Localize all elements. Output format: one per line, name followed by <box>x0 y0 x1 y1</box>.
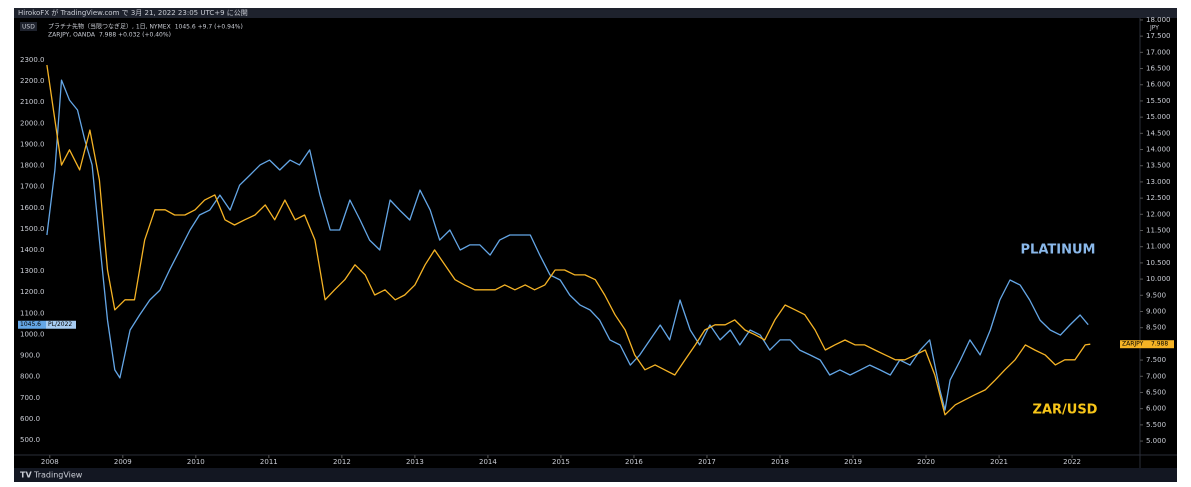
x-tick-label: 2009 <box>114 458 132 466</box>
y-tick-label: 1500.0 <box>20 225 45 233</box>
x-tick-label: 2015 <box>552 458 570 466</box>
y2-tick-label: 13.000 <box>1146 178 1171 186</box>
price-tag-symbol: PL/2022 <box>48 321 72 328</box>
y-tick-label: 1700.0 <box>20 183 45 191</box>
x-tick-label: 2021 <box>990 458 1008 466</box>
y2-tick-label: 10.500 <box>1146 259 1171 267</box>
y2-tick-label: 13.500 <box>1146 162 1171 170</box>
footer-bar <box>14 468 1177 482</box>
y2-tick-label: 12.500 <box>1146 194 1171 202</box>
y2-tick-label: 11.000 <box>1146 243 1171 251</box>
y2-tick-label: 14.000 <box>1146 146 1171 154</box>
x-tick-label: 2014 <box>479 458 497 466</box>
x-tick-label: 2008 <box>41 458 59 466</box>
y-tick-label: 500.0 <box>20 436 40 444</box>
y-unit: USD <box>22 24 35 31</box>
y2-tick-label: 15.000 <box>1146 113 1171 121</box>
unit-box <box>20 22 37 31</box>
price-tag: 7.988 <box>1151 341 1168 348</box>
panel <box>14 8 1177 482</box>
y2-tick-label: 17.500 <box>1146 32 1171 40</box>
header-bar <box>14 8 1177 18</box>
legend-value: 1045.6 +9.7 (+0.94%) <box>175 24 243 31</box>
y2-tick-label: 8.500 <box>1146 324 1166 332</box>
y-tick-label: 800.0 <box>20 373 40 381</box>
x-tick-label: 2011 <box>260 458 278 466</box>
y-tick-label: 700.0 <box>20 394 40 402</box>
legend-name: プラチナ先物（当限つなぎ足）, 1日, NYMEX <box>48 23 171 31</box>
footer-logo: TV <box>20 471 32 480</box>
y-tick-label: 1100.0 <box>20 309 45 317</box>
y-tick-label: 2300.0 <box>20 56 45 64</box>
y2-tick-label: 12.000 <box>1146 210 1171 218</box>
y2-tick-label: 6.500 <box>1146 388 1166 396</box>
y2-tick-label: 15.500 <box>1146 97 1171 105</box>
y2-tick-label: 16.000 <box>1146 81 1171 89</box>
y-tick-label: 1800.0 <box>20 162 45 170</box>
y2-unit: JPY <box>1149 25 1159 32</box>
y2-tick-label: 5.000 <box>1146 437 1166 445</box>
y-tick-label: 2000.0 <box>20 119 45 127</box>
x-tick-label: 2013 <box>406 458 424 466</box>
price-tag-symbol-bg <box>1120 340 1148 349</box>
x-tick-label: 2017 <box>698 458 716 466</box>
x-tick-label: 2020 <box>917 458 935 466</box>
x-tick-label: 2010 <box>187 458 205 466</box>
footer: TradingView <box>33 471 83 480</box>
y2-tick-label: 17.000 <box>1146 48 1171 56</box>
y-tick-label: 2100.0 <box>20 98 45 106</box>
y2-tick-label: 9.500 <box>1146 291 1166 299</box>
y2-tick-label: 18.000 <box>1146 16 1171 24</box>
price-tag-symbol-bg <box>46 320 76 329</box>
y2-tick-label: 7.500 <box>1146 356 1166 364</box>
y-tick-label: 900.0 <box>20 352 40 360</box>
series-line <box>46 79 1089 411</box>
x-tick-label: 2018 <box>771 458 789 466</box>
y-tick-label: 1400.0 <box>20 246 45 254</box>
y-tick-label: 1600.0 <box>20 204 45 212</box>
y2-tick-label: 14.500 <box>1146 129 1171 137</box>
price-tag-bg <box>18 320 46 329</box>
x-tick-label: 2019 <box>844 458 862 466</box>
legend-value: 7.988 +0.032 (+0.40%) <box>99 32 171 39</box>
x-tick-label: 2016 <box>625 458 643 466</box>
y-tick-label: 1000.0 <box>20 330 45 338</box>
legend-name: ZARJPY, OANDA <box>48 32 96 39</box>
y-tick-label: 600.0 <box>20 415 40 423</box>
series-line <box>46 64 1091 416</box>
price-tag-bg <box>1148 340 1174 349</box>
y-tick-label: 1200.0 <box>20 288 45 296</box>
y2-tick-label: 16.500 <box>1146 65 1171 73</box>
price-tag-symbol: ZARJPY <box>1122 341 1144 348</box>
price-tag: 1045.6 <box>20 321 41 328</box>
y-tick-label: 1900.0 <box>20 140 45 148</box>
y2-tick-label: 5.500 <box>1146 421 1166 429</box>
y-tick-label: 1300.0 <box>20 267 45 275</box>
header: HirokoFX が TradingView.com で 3月 21, 2022… <box>18 8 248 17</box>
y-tick-label: 2200.0 <box>20 77 45 85</box>
y2-tick-label: 6.000 <box>1146 405 1166 413</box>
x-tick-label: 2012 <box>333 458 351 466</box>
y2-tick-label: 9.000 <box>1146 307 1166 315</box>
x-tick-label: 2022 <box>1063 458 1081 466</box>
y2-tick-label: 7.000 <box>1146 372 1166 380</box>
annotation: ZAR/USD <box>1033 403 1098 418</box>
y2-tick-label: 10.000 <box>1146 275 1171 283</box>
y2-tick-label: 11.500 <box>1146 227 1171 235</box>
annotation: PLATINUM <box>1021 243 1096 258</box>
